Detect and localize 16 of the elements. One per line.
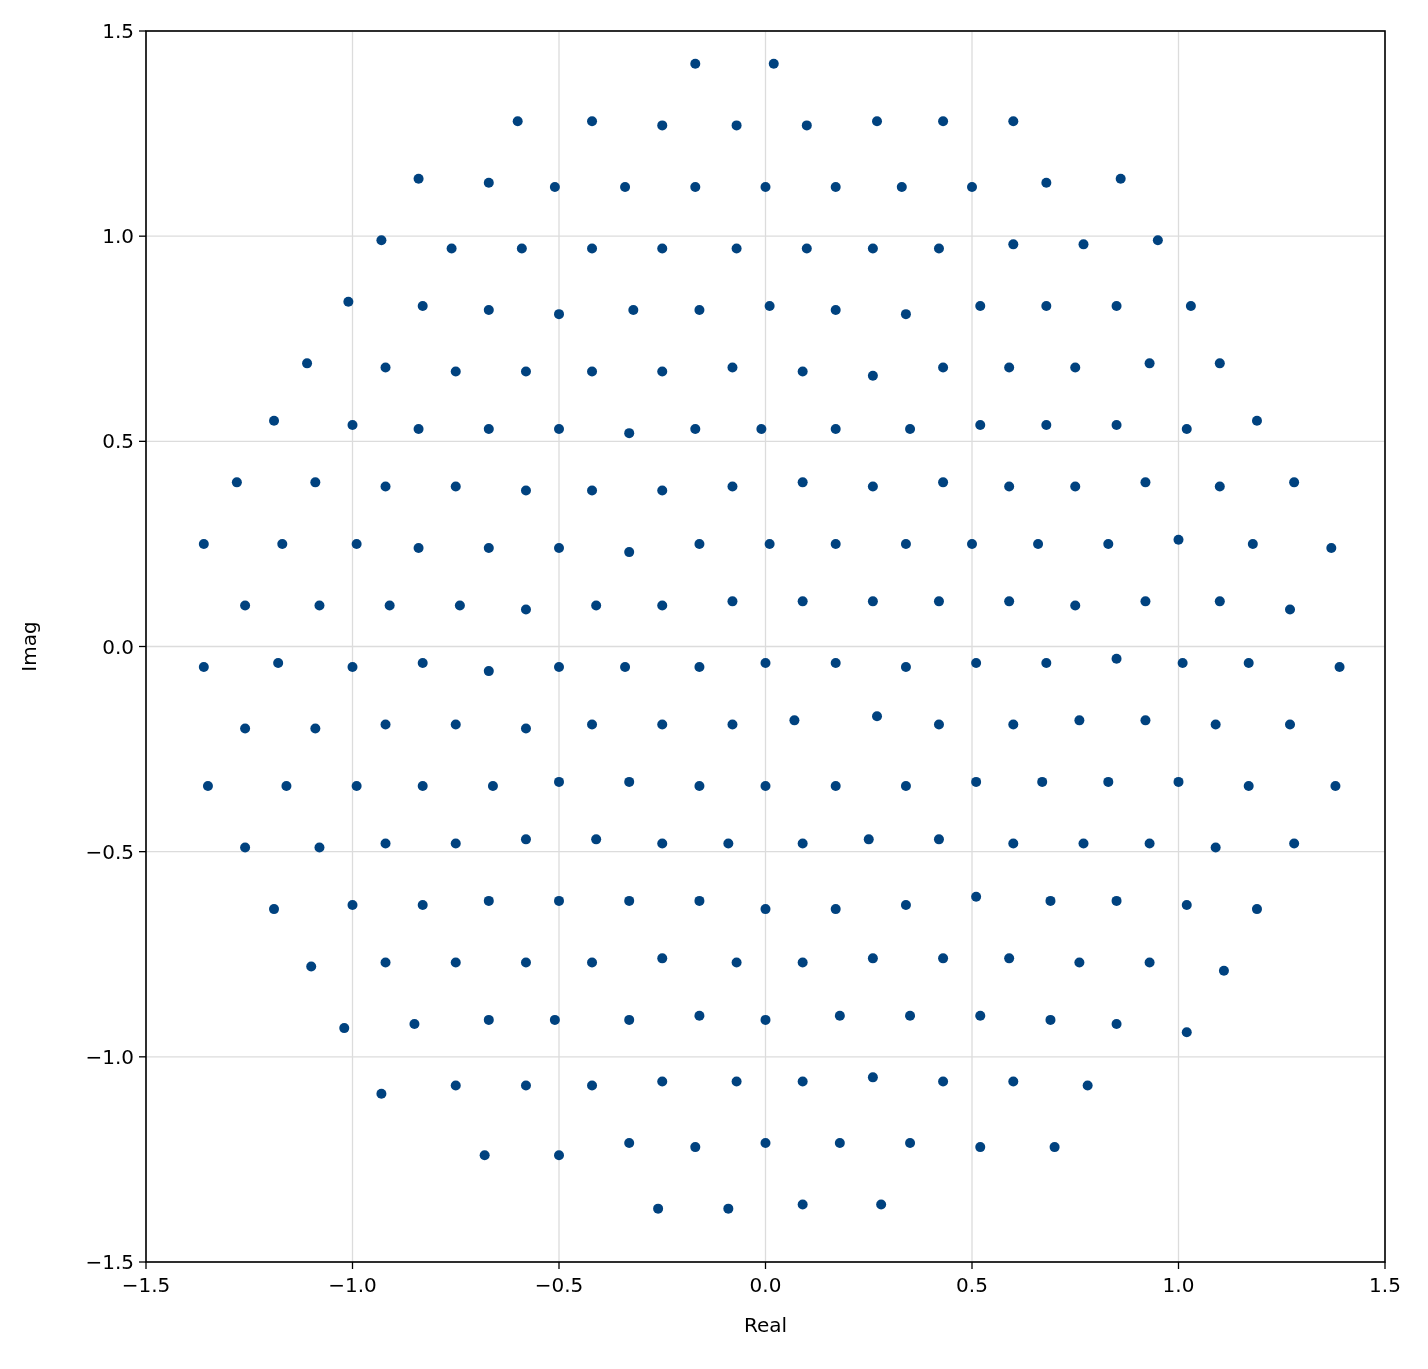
x-tick-label: −1.5: [121, 1273, 171, 1297]
y-tick-label: 1.5: [102, 19, 134, 43]
y-tick-label: −0.5: [85, 839, 134, 864]
y-tick-label: −1.0: [85, 1044, 134, 1069]
x-tick-label: 1.0: [1162, 1273, 1195, 1297]
y-tick-label: 0.0: [102, 634, 134, 659]
x-tick-label: −1.0: [328, 1273, 377, 1297]
x-tick-label: −0.5: [534, 1273, 584, 1297]
x-tick-label: 0.0: [749, 1273, 782, 1297]
x-axis-title: Real: [743, 1313, 788, 1337]
y-tick-label: 1.0: [102, 224, 134, 249]
y-tick-label: 0.5: [102, 429, 134, 454]
y-tick-label: −1.5: [85, 1250, 134, 1274]
x-tick-label: 0.5: [956, 1273, 988, 1297]
y-axis-title: Imag: [17, 621, 41, 672]
x-tick-label: 1.5: [1369, 1273, 1401, 1297]
